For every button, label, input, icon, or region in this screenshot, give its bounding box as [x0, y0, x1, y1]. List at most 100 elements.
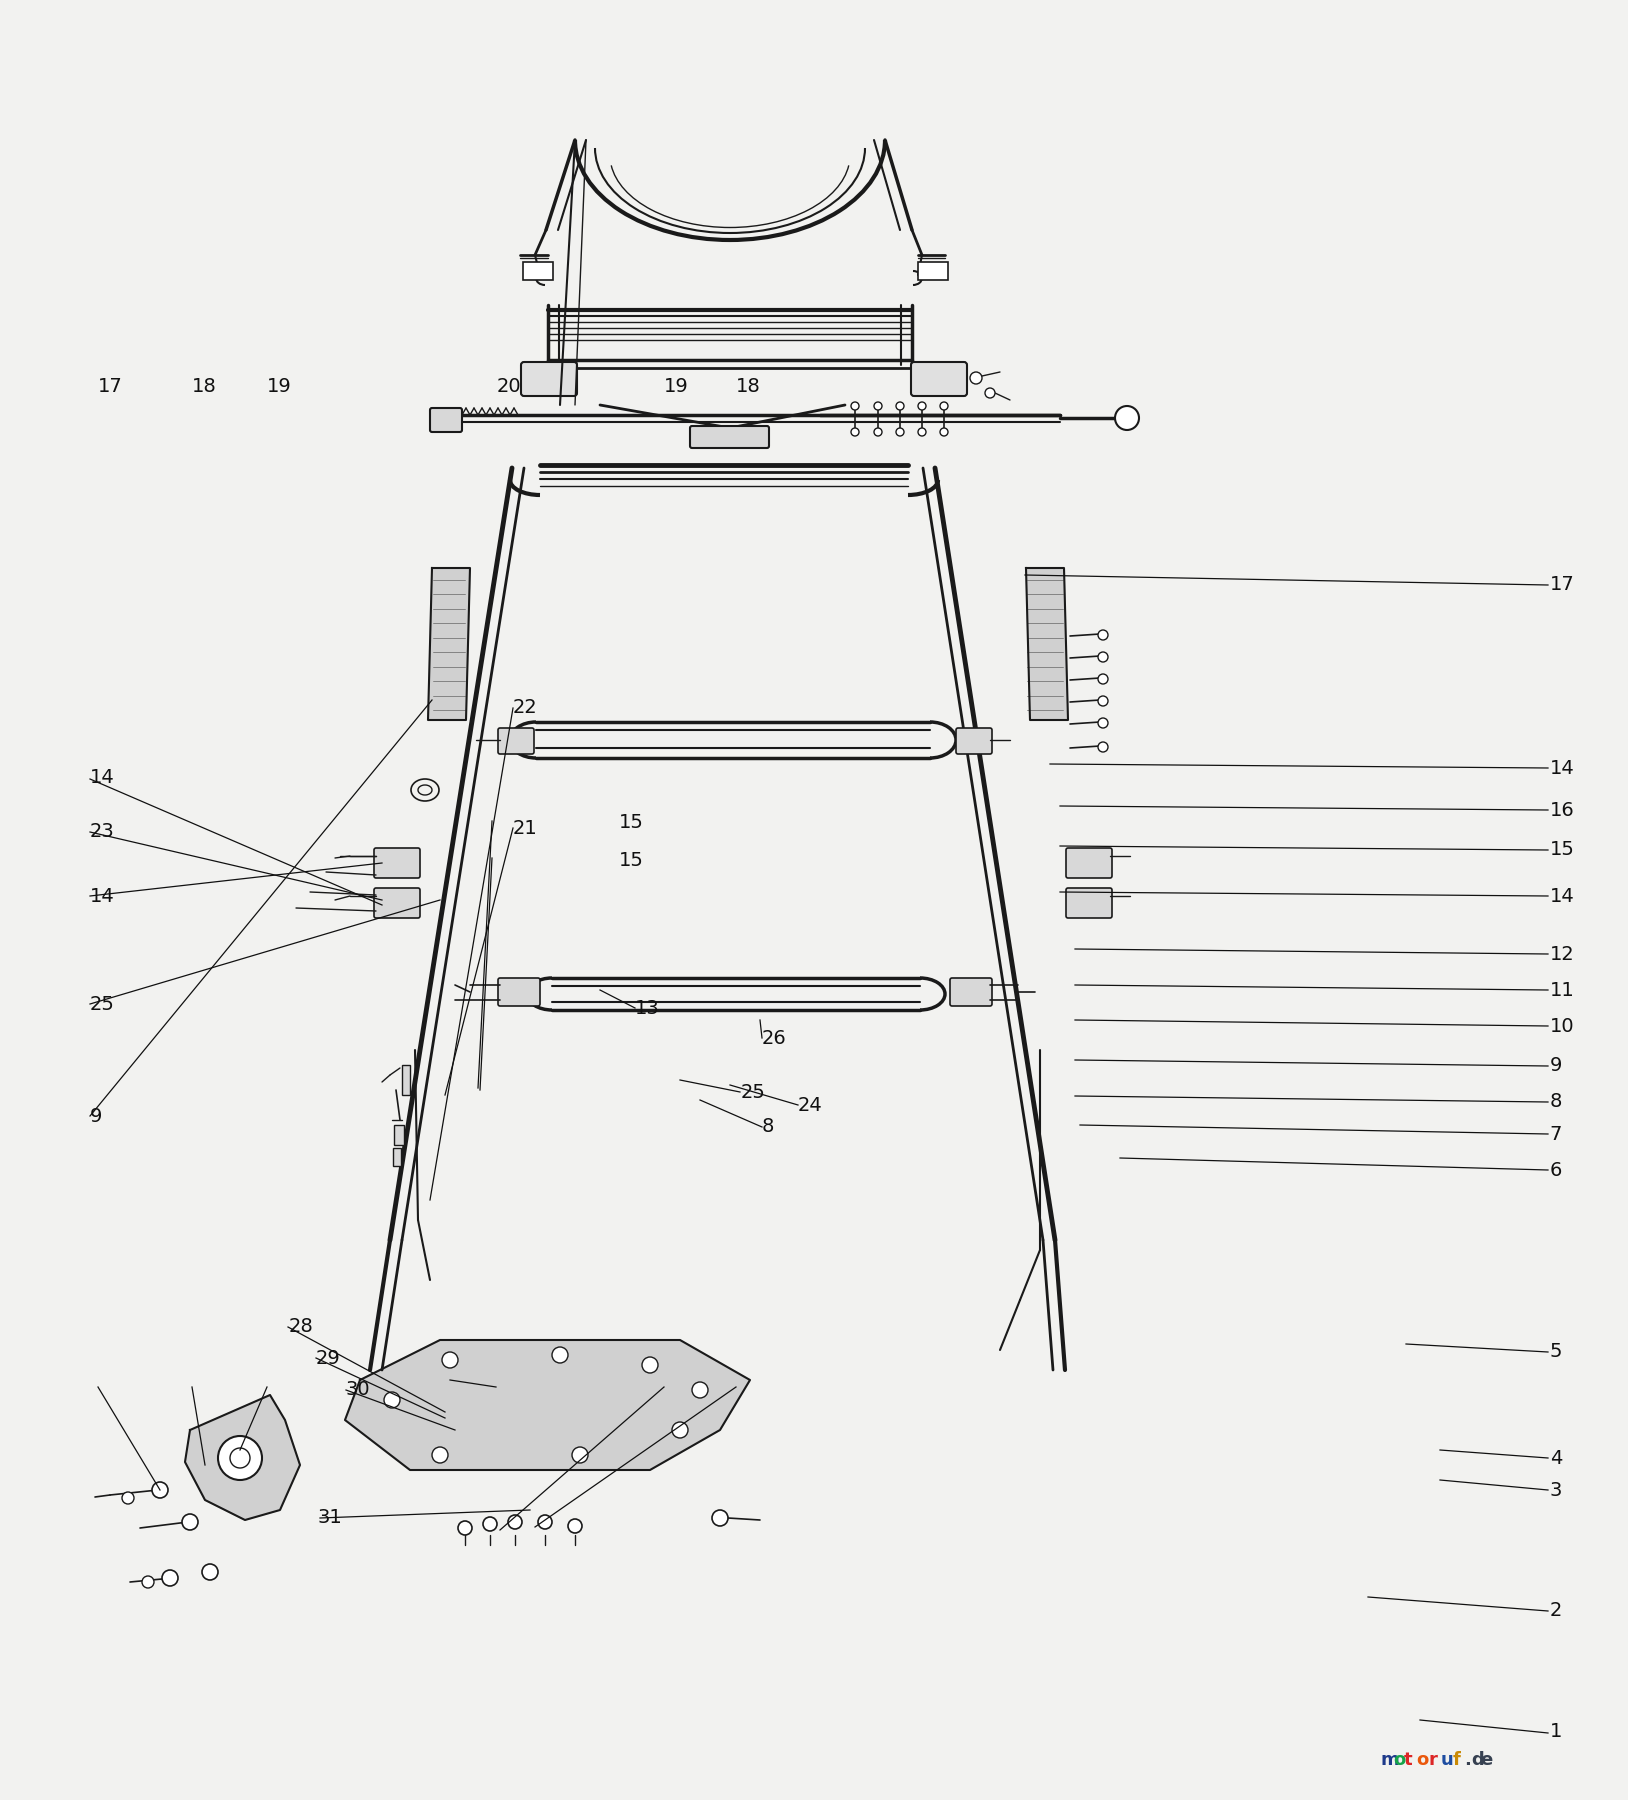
- Circle shape: [918, 428, 926, 436]
- Text: r: r: [1428, 1751, 1438, 1769]
- Text: 28: 28: [288, 1318, 313, 1336]
- Text: 5: 5: [1550, 1343, 1563, 1361]
- Text: e: e: [1480, 1751, 1493, 1769]
- Text: 17: 17: [98, 378, 122, 396]
- Circle shape: [711, 1510, 728, 1526]
- Circle shape: [568, 1519, 581, 1534]
- FancyBboxPatch shape: [521, 362, 576, 396]
- Text: 22: 22: [513, 698, 537, 716]
- Bar: [394, 1125, 404, 1145]
- Circle shape: [851, 401, 860, 410]
- Circle shape: [182, 1514, 199, 1530]
- Circle shape: [571, 1447, 588, 1463]
- Text: 15: 15: [619, 851, 643, 869]
- FancyBboxPatch shape: [951, 977, 991, 1006]
- Text: u: u: [1441, 1751, 1454, 1769]
- Text: m: m: [1381, 1751, 1398, 1769]
- FancyBboxPatch shape: [498, 727, 534, 754]
- FancyBboxPatch shape: [690, 427, 768, 448]
- Circle shape: [1097, 652, 1109, 662]
- Circle shape: [1097, 673, 1109, 684]
- Circle shape: [151, 1481, 168, 1498]
- FancyBboxPatch shape: [498, 977, 540, 1006]
- FancyBboxPatch shape: [912, 362, 967, 396]
- Text: 24: 24: [798, 1096, 822, 1114]
- Text: f: f: [1454, 1751, 1460, 1769]
- Text: 14: 14: [1550, 760, 1574, 778]
- Circle shape: [672, 1422, 689, 1438]
- FancyBboxPatch shape: [956, 727, 991, 754]
- Text: 23: 23: [90, 823, 114, 841]
- Text: 8: 8: [1550, 1093, 1563, 1111]
- Circle shape: [484, 1517, 497, 1532]
- Text: 18: 18: [736, 378, 760, 396]
- Circle shape: [851, 428, 860, 436]
- Bar: [523, 263, 554, 281]
- Circle shape: [1097, 718, 1109, 727]
- Circle shape: [202, 1564, 218, 1580]
- Text: 14: 14: [90, 769, 114, 787]
- Circle shape: [1097, 742, 1109, 752]
- Text: 13: 13: [635, 999, 659, 1017]
- Text: 21: 21: [513, 819, 537, 837]
- Circle shape: [895, 428, 904, 436]
- Bar: [392, 1148, 400, 1166]
- Text: 20: 20: [497, 378, 521, 396]
- Text: 11: 11: [1550, 981, 1574, 999]
- Circle shape: [122, 1492, 133, 1505]
- Circle shape: [457, 1521, 472, 1535]
- Circle shape: [970, 373, 982, 383]
- FancyBboxPatch shape: [374, 887, 420, 918]
- Text: 6: 6: [1550, 1161, 1563, 1179]
- Circle shape: [1115, 407, 1140, 430]
- Polygon shape: [345, 1339, 751, 1471]
- Text: 25: 25: [741, 1084, 765, 1102]
- Text: 25: 25: [90, 995, 114, 1013]
- Text: 19: 19: [664, 378, 689, 396]
- Circle shape: [1097, 630, 1109, 641]
- Polygon shape: [1026, 569, 1068, 720]
- Text: 15: 15: [619, 814, 643, 832]
- FancyBboxPatch shape: [374, 848, 420, 878]
- Circle shape: [939, 428, 947, 436]
- Text: 19: 19: [267, 378, 291, 396]
- Text: 8: 8: [762, 1118, 775, 1136]
- Circle shape: [692, 1382, 708, 1399]
- Text: t: t: [1403, 1751, 1413, 1769]
- Text: 30: 30: [345, 1381, 370, 1399]
- Circle shape: [918, 401, 926, 410]
- Circle shape: [384, 1391, 400, 1408]
- Bar: [402, 1066, 410, 1094]
- Text: 31: 31: [317, 1508, 342, 1526]
- Text: o: o: [1394, 1751, 1405, 1769]
- FancyBboxPatch shape: [1066, 848, 1112, 878]
- Text: 3: 3: [1550, 1481, 1563, 1499]
- Bar: [918, 263, 947, 281]
- Text: 15: 15: [1550, 841, 1574, 859]
- Text: d: d: [1472, 1751, 1483, 1769]
- Text: 2: 2: [1550, 1602, 1563, 1620]
- Text: 14: 14: [90, 887, 114, 905]
- Text: 26: 26: [762, 1030, 786, 1048]
- Circle shape: [537, 1516, 552, 1528]
- Circle shape: [431, 1447, 448, 1463]
- Circle shape: [874, 401, 882, 410]
- Text: 7: 7: [1550, 1125, 1563, 1143]
- Circle shape: [230, 1447, 251, 1469]
- Text: 14: 14: [1550, 887, 1574, 905]
- FancyBboxPatch shape: [430, 409, 462, 432]
- Circle shape: [508, 1516, 523, 1528]
- Circle shape: [1097, 697, 1109, 706]
- Text: 29: 29: [316, 1350, 340, 1368]
- Circle shape: [874, 428, 882, 436]
- Text: 10: 10: [1550, 1017, 1574, 1035]
- FancyBboxPatch shape: [1066, 887, 1112, 918]
- Text: 9: 9: [1550, 1057, 1563, 1075]
- Circle shape: [163, 1570, 177, 1586]
- Text: 18: 18: [192, 378, 217, 396]
- Circle shape: [985, 389, 995, 398]
- Circle shape: [895, 401, 904, 410]
- Text: o: o: [1416, 1751, 1428, 1769]
- Text: 16: 16: [1550, 801, 1574, 819]
- Text: .: .: [1464, 1751, 1470, 1769]
